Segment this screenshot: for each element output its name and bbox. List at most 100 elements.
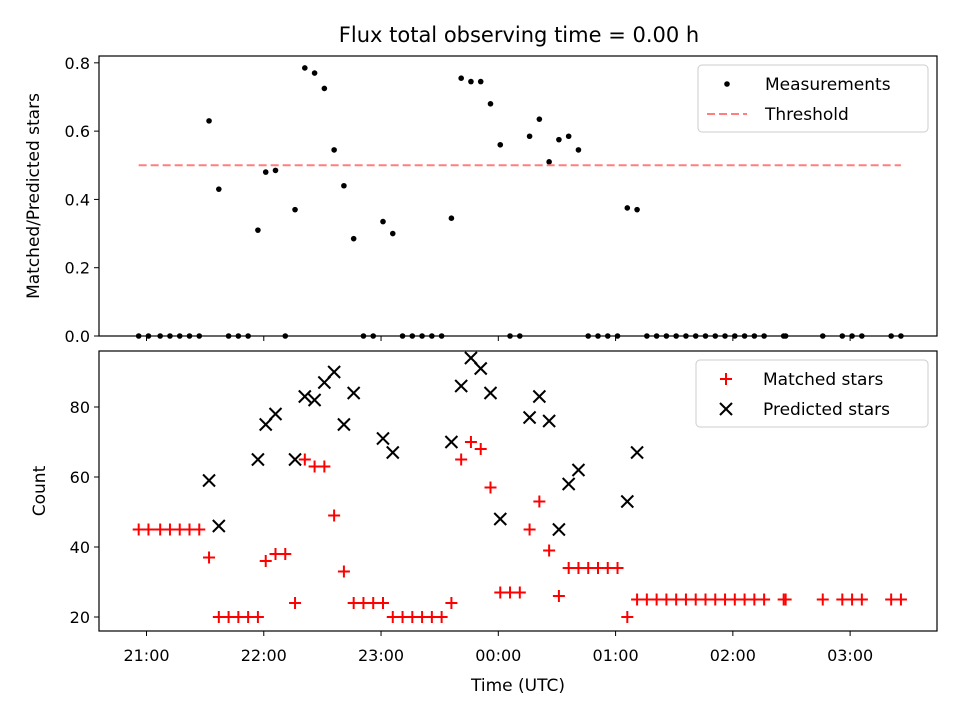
measurement-point — [438, 333, 445, 339]
measurement-point — [389, 230, 396, 237]
predicted-star-point — [630, 445, 644, 460]
measurement-point — [859, 333, 865, 339]
ratio-panel: 0.00.20.40.60.8 Matched/Predicted stars … — [24, 54, 938, 346]
x-stroke-b — [327, 365, 341, 379]
measurement-point — [702, 333, 709, 339]
measurement-point — [380, 218, 386, 225]
matched-star-point — [611, 562, 624, 574]
x-stroke-b — [454, 379, 468, 393]
predicted-star-point — [444, 435, 459, 449]
measurement-point — [302, 65, 308, 71]
measurement-point — [644, 333, 650, 339]
x-stroke-b — [552, 522, 566, 537]
predicted-star-point — [346, 386, 361, 400]
predicted-star-point — [376, 431, 390, 446]
x-stroke-b — [474, 361, 488, 376]
predicted-star-point — [307, 393, 322, 407]
matched-star-point — [894, 593, 907, 606]
x-stroke-b — [464, 351, 478, 365]
measurement-point — [517, 333, 523, 339]
x-stroke-b — [522, 410, 537, 425]
matched-star-point — [337, 565, 350, 578]
matched-star-point — [523, 523, 536, 536]
measurement-point — [448, 215, 455, 221]
predicted-star-point — [561, 477, 576, 491]
measurement-point — [751, 333, 758, 339]
x-tick-label: 00:00 — [475, 646, 521, 665]
matched-star-point — [513, 586, 526, 599]
matched-star-point — [779, 593, 792, 606]
matched-star-point — [552, 590, 565, 602]
matched-star-point — [259, 555, 272, 567]
measurement-point — [429, 333, 435, 339]
measurement-point — [225, 333, 232, 339]
y-tick-label: 80 — [70, 398, 90, 417]
measurement-point — [634, 206, 640, 213]
measurement-point — [741, 333, 748, 339]
matched-star-point — [855, 593, 868, 606]
matched-star-point — [376, 597, 389, 609]
x-stroke-b — [317, 375, 332, 390]
matched-star-point — [455, 453, 468, 466]
predicted-star-point — [337, 417, 351, 432]
matched-star-point — [484, 481, 497, 494]
predicted-star-point — [532, 389, 547, 404]
predicted-star-point — [464, 351, 478, 365]
x-stroke-b — [268, 407, 283, 421]
matched-star-point — [328, 509, 341, 522]
x-stroke-b — [212, 519, 226, 533]
measurement-point — [176, 333, 183, 339]
measurement-point — [732, 333, 738, 339]
x-stroke-b — [307, 393, 322, 407]
predicted-star-point — [493, 512, 507, 526]
x-tick-label: 03:00 — [827, 646, 873, 665]
ratio-y-ticks: 0.0 0.2 0.4 0.6 0.8 — [65, 54, 99, 346]
matched-star-point — [464, 436, 477, 448]
measurement-point — [487, 101, 494, 107]
predicted-star-point — [327, 365, 341, 379]
measurement-point — [653, 333, 660, 339]
predicted-star-point — [251, 452, 265, 467]
measurements-legend-label: Measurements — [765, 75, 891, 95]
ratio-y-label: Matched/Predicted stars — [24, 93, 44, 299]
measurement-point — [898, 333, 904, 339]
measurement-point — [282, 333, 289, 339]
predicted-star-point — [298, 389, 312, 404]
y-tick-label: 60 — [70, 468, 90, 487]
measurement-point — [145, 333, 152, 339]
x-stroke-b — [542, 414, 556, 428]
y-tick-label: 0.6 — [65, 122, 90, 141]
predicted-star-point — [317, 375, 332, 390]
count-y-ticks: 20 40 60 80 — [70, 398, 99, 627]
predicted-star-point — [474, 361, 488, 376]
predicted-star-point — [542, 414, 556, 428]
measurement-point — [663, 333, 670, 339]
measurement-point — [556, 136, 562, 143]
matched-star-point — [543, 544, 556, 557]
matched-star-point — [298, 453, 311, 466]
measurement-point — [761, 333, 767, 339]
x-stroke-b — [532, 389, 547, 404]
predicted-star-point — [268, 407, 283, 421]
measurement-point — [849, 333, 855, 339]
y-tick-label: 0.8 — [65, 54, 90, 73]
measurement-point — [206, 118, 212, 124]
matched-star-point — [142, 523, 155, 536]
x-tick-label: 22:00 — [241, 646, 287, 665]
measurement-point — [399, 333, 406, 339]
measurement-point — [692, 333, 699, 339]
predicted-star-point — [259, 417, 273, 432]
x-tick-label: 23:00 — [358, 646, 404, 665]
measurement-point — [272, 167, 279, 174]
matched-star-point — [621, 611, 634, 623]
count-plot-frame — [98, 350, 938, 632]
measurement-point — [292, 206, 298, 213]
count-y-label: Count — [30, 465, 50, 516]
matched-star-point — [816, 593, 829, 606]
measurement-point — [546, 159, 552, 165]
x-stroke-b — [288, 452, 302, 467]
measurement-point — [255, 227, 261, 233]
predicted-star-point — [288, 452, 302, 467]
measurement-point — [419, 333, 425, 339]
predicted-legend-label: Predicted stars — [763, 400, 890, 420]
